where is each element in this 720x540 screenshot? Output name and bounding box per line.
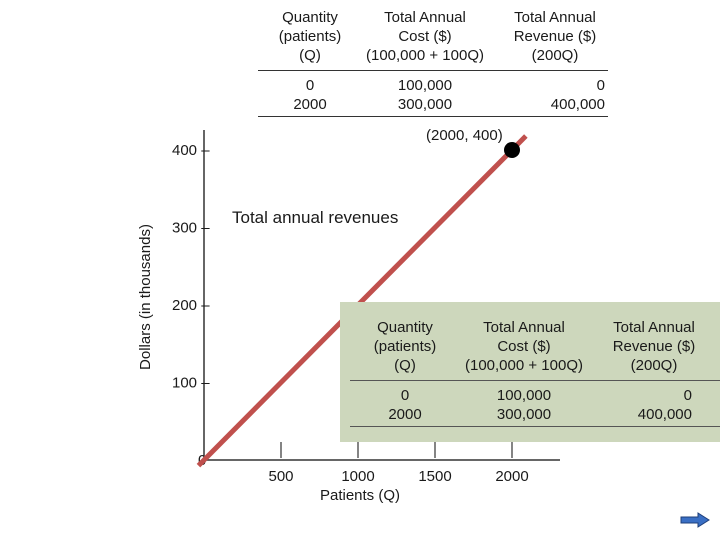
quantity-values: 0 2000 bbox=[293, 77, 327, 113]
footer-rule bbox=[258, 116, 608, 117]
overlay-data-table: Quantity (patients) (Q) Total Annual Cos… bbox=[340, 302, 720, 442]
y-tick-label: 100 – bbox=[172, 375, 210, 392]
axes bbox=[203, 130, 560, 461]
y-tick-label: 300 – bbox=[172, 220, 210, 237]
header-total-cost: Total Annual Cost ($) (100,000 + 100Q) bbox=[365, 9, 484, 64]
highlight-point bbox=[504, 142, 520, 158]
overlay-cost-values: 100,000 300,000 bbox=[496, 387, 552, 423]
overlay-header-quantity: Quantity (patients) (Q) bbox=[373, 319, 437, 374]
x-axis-label: Patients (Q) bbox=[320, 487, 400, 504]
y-tick-label: 200 – bbox=[172, 297, 210, 314]
x-tick-label: 2000 bbox=[495, 468, 528, 485]
revenue-values: 0 400,000 bbox=[550, 77, 605, 113]
x-tick-label: 1500 bbox=[418, 468, 451, 485]
series-layer bbox=[196, 134, 528, 468]
x-tick-label: 500 bbox=[268, 468, 293, 485]
overlay-header-rule bbox=[350, 380, 720, 381]
y-tick-label: 400 – bbox=[172, 142, 210, 159]
header-total-revenue: Total Annual Revenue ($) (200Q) bbox=[513, 9, 597, 64]
overlay-header-total-cost: Total Annual Cost ($) (100,000 + 100Q) bbox=[464, 319, 583, 374]
overlay-header-total-revenue: Total Annual Revenue ($) (200Q) bbox=[612, 319, 696, 374]
cost-values: 100,000 300,000 bbox=[397, 77, 453, 113]
arrow-right-icon bbox=[680, 512, 710, 528]
x-tick-label: 1000 bbox=[341, 468, 374, 485]
point-label: (2000, 400) bbox=[426, 127, 503, 144]
overlay-revenue-values: 0 400,000 bbox=[637, 387, 692, 423]
overlay-footer-rule bbox=[350, 426, 720, 427]
overlay-quantity-values: 0 2000 bbox=[388, 387, 422, 423]
top-data-table: Quantity (patients) (Q) Total Annual Cos… bbox=[255, 0, 615, 120]
header-rule bbox=[258, 70, 608, 71]
y-axis-label: Dollars (in thousands) bbox=[137, 224, 154, 370]
revenue-line bbox=[196, 134, 528, 468]
header-quantity: Quantity (patients) (Q) bbox=[278, 9, 342, 64]
x-ticks: 500 1000 1500 2000 bbox=[268, 442, 529, 485]
series-label-revenues: Total annual revenues bbox=[232, 208, 398, 227]
next-slide-button[interactable] bbox=[680, 512, 710, 528]
